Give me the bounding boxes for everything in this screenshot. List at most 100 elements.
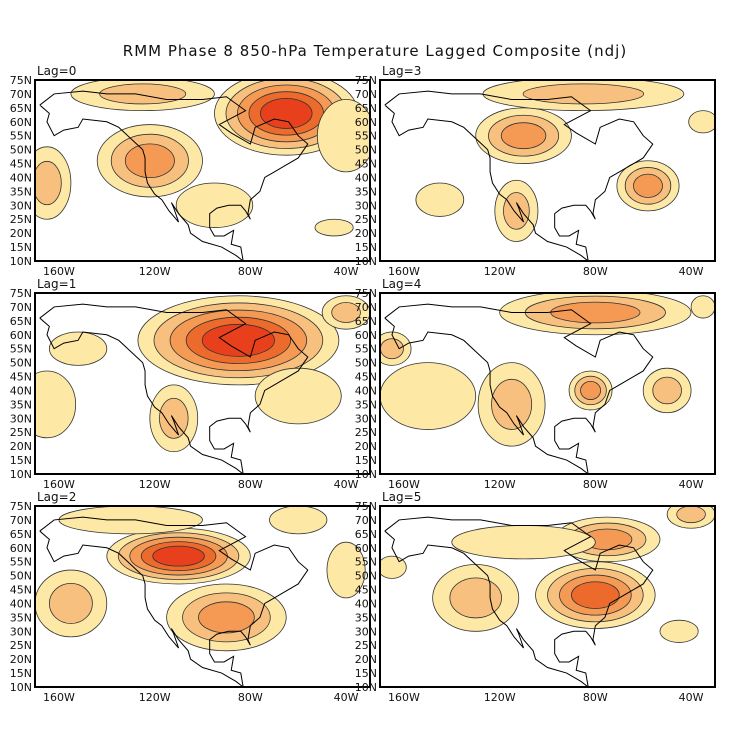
warm-anomaly-contour — [314, 218, 354, 237]
lat-tick-label: 65N — [10, 315, 32, 328]
coastline — [384, 90, 654, 261]
lat-tick-label: 55N — [10, 556, 32, 569]
lat-tick-label: 65N — [10, 528, 32, 541]
lag-label: Lag=5 — [382, 490, 421, 504]
coastline — [384, 516, 654, 687]
lag-label: Lag=3 — [382, 64, 421, 78]
warm-anomaly-contour — [175, 182, 254, 228]
warm-anomaly-contour — [500, 122, 547, 150]
lon-tick-label: 80W — [583, 265, 608, 278]
panel-frame — [34, 79, 371, 262]
map-panel: Lag=1 75N70N65N60N55N50N45N40N35N30N25N20… — [10, 277, 371, 491]
lag-label: Lag=4 — [382, 277, 421, 291]
lat-tick-label: 25N — [10, 639, 32, 652]
panel-frame — [379, 505, 716, 688]
lat-tick-label: 40N — [355, 597, 377, 610]
lat-tick-label: 50N — [10, 357, 32, 370]
lat-tick-label: 10N — [10, 255, 32, 268]
lat-tick-label: 55N — [355, 343, 377, 356]
warm-anomaly-contour — [198, 601, 255, 634]
lat-tick-label: 35N — [10, 398, 32, 411]
lat-tick-label: 25N — [355, 426, 377, 439]
map-panel: Lag=4 75N70N65N60N55N50N45N40N35N30N25N20… — [355, 277, 716, 491]
warm-anomaly-contour — [201, 323, 275, 357]
lat-tick-label: 75N — [355, 500, 377, 513]
lat-tick-label: 65N — [355, 102, 377, 115]
warm-anomaly-contour — [48, 331, 108, 366]
lon-tick-label: 160W — [388, 691, 420, 704]
lon-tick-label: 120W — [484, 478, 516, 491]
panel-frame — [379, 79, 716, 262]
lat-tick-label: 75N — [10, 287, 32, 300]
lon-tick-label: 120W — [484, 691, 516, 704]
lat-tick-label: 10N — [355, 255, 377, 268]
lat-tick-label: 25N — [355, 213, 377, 226]
lat-tick-label: 60N — [10, 542, 32, 555]
warm-anomaly-contour — [633, 173, 663, 198]
coastline — [39, 90, 309, 261]
lon-tick-label: 40W — [679, 478, 704, 491]
lon-tick-label: 160W — [388, 265, 420, 278]
lat-tick-label: 50N — [10, 144, 32, 157]
lag-label: Lag=1 — [37, 277, 76, 291]
lat-tick-label: 50N — [10, 570, 32, 583]
lon-tick-label: 80W — [583, 478, 608, 491]
lat-tick-label: 55N — [10, 343, 32, 356]
lat-tick-label: 40N — [10, 384, 32, 397]
warm-anomaly-contour — [449, 577, 502, 619]
lat-tick-label: 15N — [10, 667, 32, 680]
lon-tick-label: 40W — [334, 265, 359, 278]
lat-tick-label: 75N — [355, 74, 377, 87]
lat-tick-label: 55N — [10, 130, 32, 143]
lon-tick-label: 40W — [334, 691, 359, 704]
lat-tick-label: 35N — [355, 611, 377, 624]
lat-tick-label: 45N — [355, 584, 377, 597]
lat-tick-label: 45N — [355, 158, 377, 171]
warm-anomaly-contour — [260, 97, 313, 129]
warm-anomaly-contour — [550, 301, 641, 324]
lon-tick-label: 80W — [583, 691, 608, 704]
lat-tick-label: 70N — [355, 301, 377, 314]
warm-anomaly-contour — [326, 541, 366, 599]
figure-title: RMM Phase 8 850-hPa Temperature Lagged C… — [122, 42, 628, 60]
lat-tick-label: 25N — [10, 213, 32, 226]
lon-tick-label: 160W — [43, 265, 75, 278]
lon-tick-label: 80W — [238, 691, 263, 704]
lat-tick-label: 45N — [10, 158, 32, 171]
panel-frame — [34, 292, 371, 475]
lon-tick-label: 120W — [139, 691, 171, 704]
warm-anomaly-contour — [571, 581, 620, 609]
map-panel: Lag=0 75N70N65N60N55N50N45N40N35N30N25N20… — [10, 64, 371, 278]
lon-tick-label: 160W — [43, 478, 75, 491]
lat-tick-label: 15N — [355, 454, 377, 467]
lat-tick-label: 30N — [10, 412, 32, 425]
lat-tick-label: 35N — [10, 185, 32, 198]
lat-tick-label: 20N — [355, 653, 377, 666]
map-panel: Lag=5 75N70N65N60N55N50N45N40N35N30N25N20… — [355, 490, 716, 704]
warm-anomaly-contour — [659, 619, 699, 643]
lag-label: Lag=2 — [37, 490, 76, 504]
lat-tick-label: 45N — [10, 371, 32, 384]
lat-tick-label: 55N — [355, 130, 377, 143]
lat-tick-label: 70N — [10, 514, 32, 527]
warm-anomaly-contour — [580, 380, 602, 400]
warm-anomaly-contour — [35, 160, 62, 206]
lat-tick-label: 40N — [10, 171, 32, 184]
lat-tick-label: 20N — [355, 227, 377, 240]
lat-tick-label: 30N — [355, 625, 377, 638]
lat-tick-label: 10N — [10, 468, 32, 481]
lat-tick-label: 60N — [10, 329, 32, 342]
lat-tick-label: 15N — [355, 241, 377, 254]
lat-tick-label: 10N — [355, 468, 377, 481]
lat-tick-label: 55N — [355, 556, 377, 569]
lat-tick-label: 75N — [10, 74, 32, 87]
lat-tick-label: 15N — [355, 667, 377, 680]
panel-frame — [34, 505, 371, 688]
warm-anomaly-contour — [380, 362, 477, 430]
lat-tick-label: 40N — [10, 597, 32, 610]
warm-anomaly-contour — [316, 99, 370, 173]
warm-anomaly-contour — [676, 506, 706, 524]
lat-tick-label: 75N — [355, 287, 377, 300]
lon-tick-label: 120W — [484, 265, 516, 278]
warm-anomaly-contour — [159, 397, 189, 439]
